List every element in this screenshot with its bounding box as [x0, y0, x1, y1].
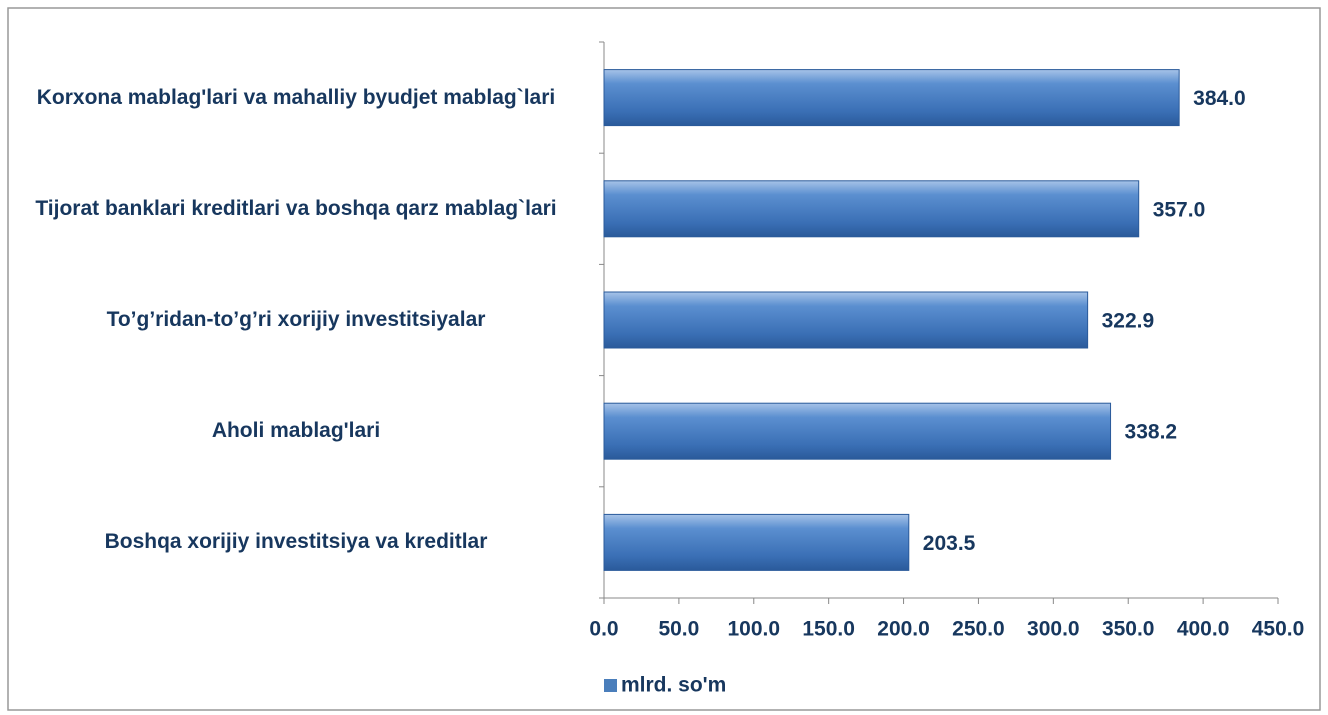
x-tick-label: 450.0	[1252, 618, 1305, 641]
x-tick-label: 150.0	[802, 618, 855, 641]
legend-swatch	[604, 679, 617, 692]
category-label: Korxona mablag'lari va mahalliy byudjet …	[36, 85, 556, 109]
x-tick-label: 100.0	[727, 618, 780, 641]
bar	[603, 69, 1180, 127]
category-label: Boshqa xorijiy investitsiya va kreditlar	[104, 530, 488, 554]
bar	[603, 291, 1089, 349]
x-tick-label: 300.0	[1027, 618, 1080, 641]
x-tick-label: 400.0	[1177, 618, 1230, 641]
value-label: 357.0	[1153, 198, 1206, 221]
x-tick-label: 50.0	[658, 618, 699, 641]
x-tick-label: 250.0	[952, 618, 1005, 641]
value-label: 203.5	[923, 532, 976, 555]
category-label: To’g’ridan-to’g’ri xorijiy investitsiyal…	[106, 308, 486, 331]
border	[7, 7, 1321, 711]
bar	[603, 180, 1140, 238]
x-tick-label: 200.0	[877, 618, 930, 641]
bar	[603, 402, 1112, 460]
value-label: 322.9	[1102, 310, 1155, 333]
bar	[603, 513, 910, 571]
x-tick-label: 0.0	[589, 618, 618, 641]
category-label: Aholi mablag'lari	[211, 419, 381, 443]
value-label: 384.0	[1193, 87, 1246, 110]
category-label: Tijorat banklari kreditlari va boshqa qa…	[35, 196, 557, 220]
legend-label: mlrd. so'm	[621, 674, 726, 697]
value-label: 338.2	[1125, 421, 1178, 444]
x-tick-label: 350.0	[1102, 618, 1155, 641]
